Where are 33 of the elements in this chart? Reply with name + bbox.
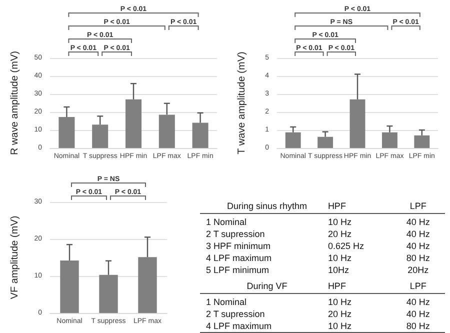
text: 20 Hz	[328, 308, 352, 320]
text: 40 Hz	[405, 308, 431, 320]
text: 20 Hz	[328, 228, 352, 240]
text: 1 Nominal	[205, 216, 248, 228]
text: 10 Hz	[328, 320, 352, 332]
text: 10 Hz	[328, 216, 352, 228]
text: 10 Hz	[328, 252, 352, 264]
text: 3 HPF minimum	[205, 240, 272, 252]
text: During VF	[246, 280, 288, 292]
text: LPF	[408, 280, 428, 292]
text: During sinus rhythm	[226, 200, 308, 212]
text: 2 T supression	[205, 228, 266, 240]
y-axis-title: R wave amplitude (mV)	[10, 51, 20, 155]
text: 80 Hz	[405, 252, 431, 264]
y-axis-title: T wave amplitude (mV)	[236, 52, 248, 154]
text: 80 Hz	[405, 320, 431, 332]
text: 2 T supression	[205, 308, 266, 320]
text: 5 LPF minimum	[205, 264, 270, 276]
text: 20Hz	[406, 264, 430, 276]
text: 4 LPF maximum	[205, 252, 273, 264]
text: 10Hz	[328, 264, 350, 276]
y-axis-title: VF amplitude (mV)	[10, 216, 20, 300]
text: 40 Hz	[405, 228, 431, 240]
text: 4 LPF maximum	[205, 320, 273, 332]
text: 40 Hz	[405, 240, 431, 252]
text: 0.625 Hz	[328, 240, 365, 252]
text: 40 Hz	[405, 216, 431, 228]
text: HPF	[328, 280, 347, 292]
text: 10 Hz	[328, 296, 352, 308]
text: HPF	[328, 200, 347, 212]
text: LPF	[408, 200, 428, 212]
text: 1 Nominal	[205, 296, 248, 308]
text: 40 Hz	[405, 296, 431, 308]
